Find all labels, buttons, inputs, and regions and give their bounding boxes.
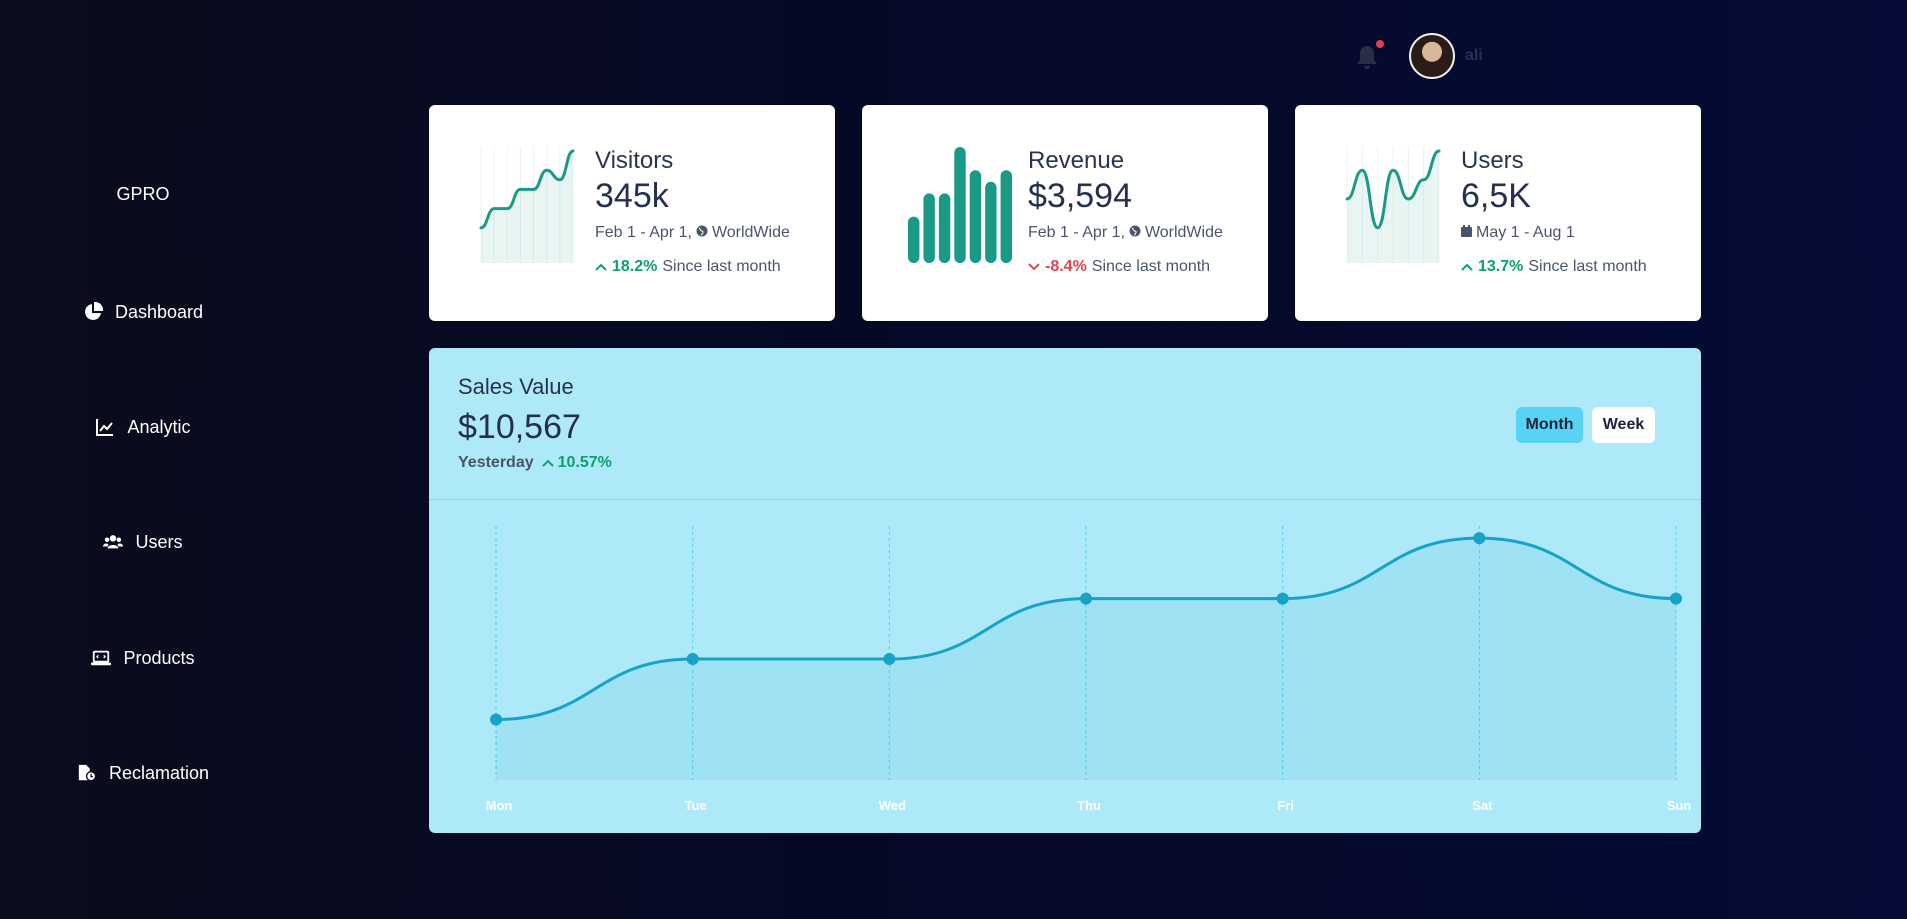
sales-sub-percent: 10.57% [557,454,612,471]
spark-bar [938,193,951,263]
stat-card-users: Users 6,5K May 1 - Aug 1 13.7% Since las… [1295,105,1701,321]
card-region: WorldWide [1144,224,1223,241]
spark-area [481,151,573,263]
trend-percent: 13.7% [1478,258,1524,275]
card-meta: Feb 1 - Apr 1, WorldWide [1028,224,1223,242]
sidebar-item-reclamation[interactable]: Reclamation [0,755,286,791]
line-chart-icon [95,417,115,437]
users-icon [103,532,124,552]
card-region: WorldWide [711,224,790,241]
spark-bar [923,193,935,263]
sidebar-item-dashboard[interactable]: Dashboard [0,294,286,330]
week-button[interactable]: Week [1592,407,1655,443]
chart-point[interactable] [1473,532,1486,545]
card-title: Revenue [1028,147,1125,174]
sales-line-chart: Mon Tue Wed Thu Fri Sat Sun [486,526,1692,813]
x-tick-label: Tue [685,798,707,813]
chevron-down-icon [1028,258,1040,276]
spark-line [479,149,575,230]
sales-value-panel: Sales Value $10,567 Yesterday 10.57% Mon… [429,348,1701,833]
sidebar-item-label: Users [135,531,183,552]
sidebar-item-label: Reclamation [108,762,210,783]
chart-point[interactable] [1276,592,1289,605]
x-tick-label: Thu [1077,798,1101,813]
chart-point[interactable] [883,653,896,666]
stat-card-visitors: Visitors 345k Feb 1 - Apr 1, WorldWide 1… [429,105,835,321]
card-value: 6,5K [1461,177,1531,215]
spark-bar [908,216,920,263]
spark-line [1345,149,1441,230]
trend-text: Since last month [1528,258,1647,275]
month-button[interactable]: Month [1516,407,1583,443]
trend-text: Since last month [662,258,781,275]
sidebar-item-label: Products [123,647,195,668]
spark-bar [969,170,982,263]
card-meta: May 1 - Aug 1 [1461,224,1575,242]
x-tick-label: Wed [879,798,906,813]
spark-bar [1000,170,1012,263]
chart-point[interactable] [686,653,699,666]
sparkline-visitors [479,147,575,263]
user-name[interactable]: ali [1465,47,1483,64]
sparkline-users [1345,147,1441,263]
spark-bar [954,147,966,263]
sales-sub-label: Yesterday [458,454,534,471]
pie-chart-icon [83,302,103,322]
chevron-up-icon [595,258,607,276]
sales-value: $10,567 [458,408,581,446]
chart-point[interactable] [1670,592,1682,605]
sidebar-item-products[interactable]: Products [0,640,286,676]
file-clock-icon [77,763,97,783]
spark-area [1347,151,1439,263]
sidebar-item-users[interactable]: Users [0,524,286,560]
card-trend: 18.2% Since last month [595,258,781,276]
sidebar: GPRO Dashboard Analytic Users Products R… [0,0,286,919]
sidebar-item-analytic[interactable]: Analytic [0,409,286,445]
card-trend: 13.7% Since last month [1461,258,1647,276]
card-title: Users [1461,147,1524,174]
notification-dot [1376,40,1384,48]
notification-bell-icon[interactable] [1355,44,1379,70]
brand-logo-text[interactable]: GPRO [116,184,170,204]
avatar[interactable] [1409,33,1455,79]
sales-subline: Yesterday 10.57% [458,454,612,472]
card-meta: Feb 1 - Apr 1, WorldWide [595,224,790,242]
card-title: Visitors [595,147,674,174]
card-date-range: May 1 - Aug 1 [1476,224,1575,241]
card-trend: -8.4% Since last month [1028,258,1210,276]
chart-point[interactable] [1080,592,1092,605]
chart-point[interactable] [490,713,502,726]
sparkline-revenue [908,147,1012,263]
card-date-range: Feb 1 - Apr 1, [1028,224,1125,241]
sidebar-item-label: Analytic [127,416,191,437]
sales-header: Sales Value $10,567 Yesterday 10.57% Mon… [429,348,1701,500]
card-date-range: Feb 1 - Apr 1, [595,224,692,241]
chart-area [496,538,1676,780]
card-value: 345k [595,177,669,215]
globe-icon [696,224,708,242]
calendar-icon [1461,224,1472,242]
x-tick-label: Sun [1667,798,1692,813]
globe-icon [1129,224,1141,242]
chevron-up-icon [1461,258,1473,276]
trend-text: Since last month [1091,258,1211,275]
chevron-up-icon [541,454,554,472]
x-tick-label: Sat [1472,798,1493,813]
spark-bar [985,181,997,263]
trend-percent: 18.2% [612,258,658,275]
x-tick-label: Mon [486,798,513,813]
trend-percent: -8.4% [1045,258,1087,275]
x-tick-label: Fri [1277,798,1294,813]
sales-title: Sales Value [458,374,574,399]
card-value: $3,594 [1028,177,1132,215]
laptop-icon [91,648,112,668]
sidebar-item-label: Dashboard [114,301,204,322]
stat-card-revenue: Revenue $3,594 Feb 1 - Apr 1, WorldWide … [862,105,1268,321]
